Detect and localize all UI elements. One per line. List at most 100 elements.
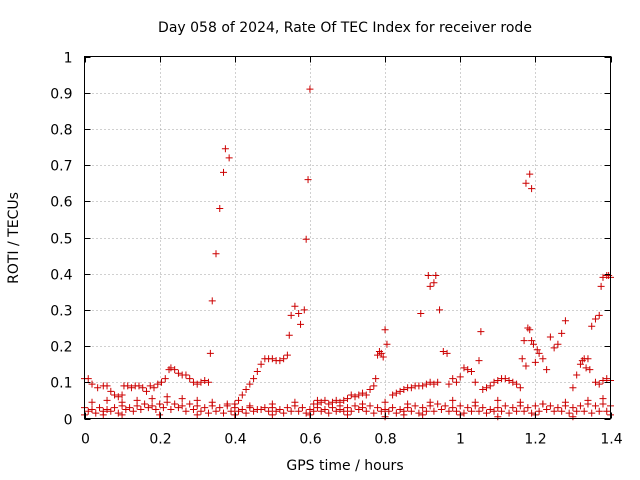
data-point-marker <box>603 375 611 383</box>
data-point-marker <box>96 404 104 412</box>
data-point-marker <box>494 404 502 412</box>
data-point-marker <box>355 391 363 399</box>
data-point-marker <box>250 407 258 415</box>
data-point-marker <box>276 357 284 365</box>
data-point-marker <box>377 407 385 415</box>
data-point-marker <box>430 407 438 415</box>
data-point-marker <box>302 235 310 243</box>
data-point-marker <box>417 310 425 318</box>
data-point-marker <box>197 378 205 386</box>
data-point-marker <box>524 324 532 332</box>
data-point-marker <box>362 407 370 415</box>
data-point-marker <box>543 405 551 413</box>
data-point-marker <box>383 340 391 348</box>
data-point-marker <box>392 409 400 417</box>
data-point-marker <box>528 337 536 345</box>
data-point-marker <box>374 351 382 359</box>
data-point-marker <box>171 366 179 374</box>
data-point-marker <box>317 398 325 406</box>
data-point-marker <box>486 382 494 390</box>
data-point-marker <box>375 348 383 356</box>
data-point-marker <box>297 320 305 328</box>
data-point-marker <box>118 391 126 399</box>
data-point-marker <box>242 386 250 394</box>
data-point-marker <box>513 407 521 415</box>
data-point-marker <box>464 366 472 374</box>
data-point-marker <box>526 170 534 178</box>
data-point-marker <box>396 387 404 395</box>
data-point-marker <box>452 378 460 386</box>
data-point-marker <box>505 409 513 417</box>
data-point-marker <box>107 407 115 415</box>
data-point-marker <box>445 407 453 415</box>
data-point-marker <box>467 367 475 375</box>
data-point-marker <box>389 404 397 412</box>
data-point-marker <box>114 409 122 417</box>
data-point-marker <box>355 405 363 413</box>
data-point-marker <box>351 393 359 401</box>
data-point-marker <box>533 346 541 354</box>
data-point-marker <box>189 405 197 413</box>
data-point-marker <box>546 402 554 410</box>
data-point-marker <box>379 353 387 361</box>
data-point-marker <box>178 395 186 403</box>
data-point-marker <box>133 396 141 404</box>
data-point-marker <box>204 378 212 386</box>
data-point-marker <box>558 407 566 415</box>
data-point-marker <box>426 282 434 290</box>
data-point-marker <box>300 306 308 314</box>
data-point-marker <box>306 85 314 93</box>
data-point-marker <box>351 402 359 410</box>
data-point-marker <box>449 375 457 383</box>
data-point-marker <box>422 380 430 388</box>
data-point-marker <box>257 405 265 413</box>
data-point-marker <box>150 384 158 392</box>
data-point-marker <box>505 376 513 384</box>
data-point-marker <box>152 405 160 413</box>
data-point-marker <box>340 396 348 404</box>
data-point-marker <box>148 402 156 410</box>
data-point-marker <box>449 396 457 404</box>
data-point-marker <box>464 404 472 412</box>
data-point-marker <box>84 375 92 383</box>
data-point-marker <box>225 154 233 162</box>
data-point-marker <box>174 404 182 412</box>
data-point-marker <box>561 317 569 325</box>
data-point-marker <box>392 389 400 397</box>
data-point-marker <box>280 409 288 417</box>
data-point-marker <box>591 378 599 386</box>
data-point-marker <box>295 407 303 415</box>
data-point-marker <box>520 337 528 345</box>
data-point-marker <box>161 375 169 383</box>
data-point-marker <box>419 382 427 390</box>
data-point-marker <box>460 364 468 372</box>
data-point-marker <box>359 400 367 408</box>
data-point-marker <box>603 407 611 415</box>
y-tick-label: 0.2 <box>50 340 72 356</box>
data-point-marker <box>182 371 190 379</box>
data-point-marker <box>216 404 224 412</box>
grid <box>84 56 611 419</box>
x-axis-label: GPS time / hours <box>286 458 403 474</box>
data-point-marker <box>127 384 135 392</box>
data-point-marker <box>456 373 464 381</box>
data-point-marker <box>287 311 295 319</box>
data-point-marker <box>584 355 592 363</box>
data-point-marker <box>174 369 182 377</box>
data-point-marker <box>208 398 216 406</box>
y-tick-label: 1 <box>64 51 73 67</box>
data-point-marker <box>114 393 122 401</box>
data-point-marker <box>302 409 310 417</box>
data-point-marker <box>456 402 464 410</box>
data-point-marker <box>344 404 351 412</box>
x-tick-label: 1.4 <box>600 432 622 448</box>
x-axis-ticks: 0 0.2 0.4 0.6 0.8 1 1.2 1.4 <box>81 56 623 448</box>
data-point-marker <box>148 395 156 403</box>
data-point-marker <box>370 382 378 390</box>
data-point-marker <box>509 404 517 412</box>
data-point-marker <box>389 391 397 399</box>
y-axis-ticks: 0 0.1 0.2 0.3 0.4 0.5 0.6 0.7 0.8 0.9 1 <box>50 51 611 429</box>
data-point-marker <box>366 402 374 410</box>
data-point-marker <box>569 413 577 421</box>
data-point-marker <box>235 407 243 415</box>
